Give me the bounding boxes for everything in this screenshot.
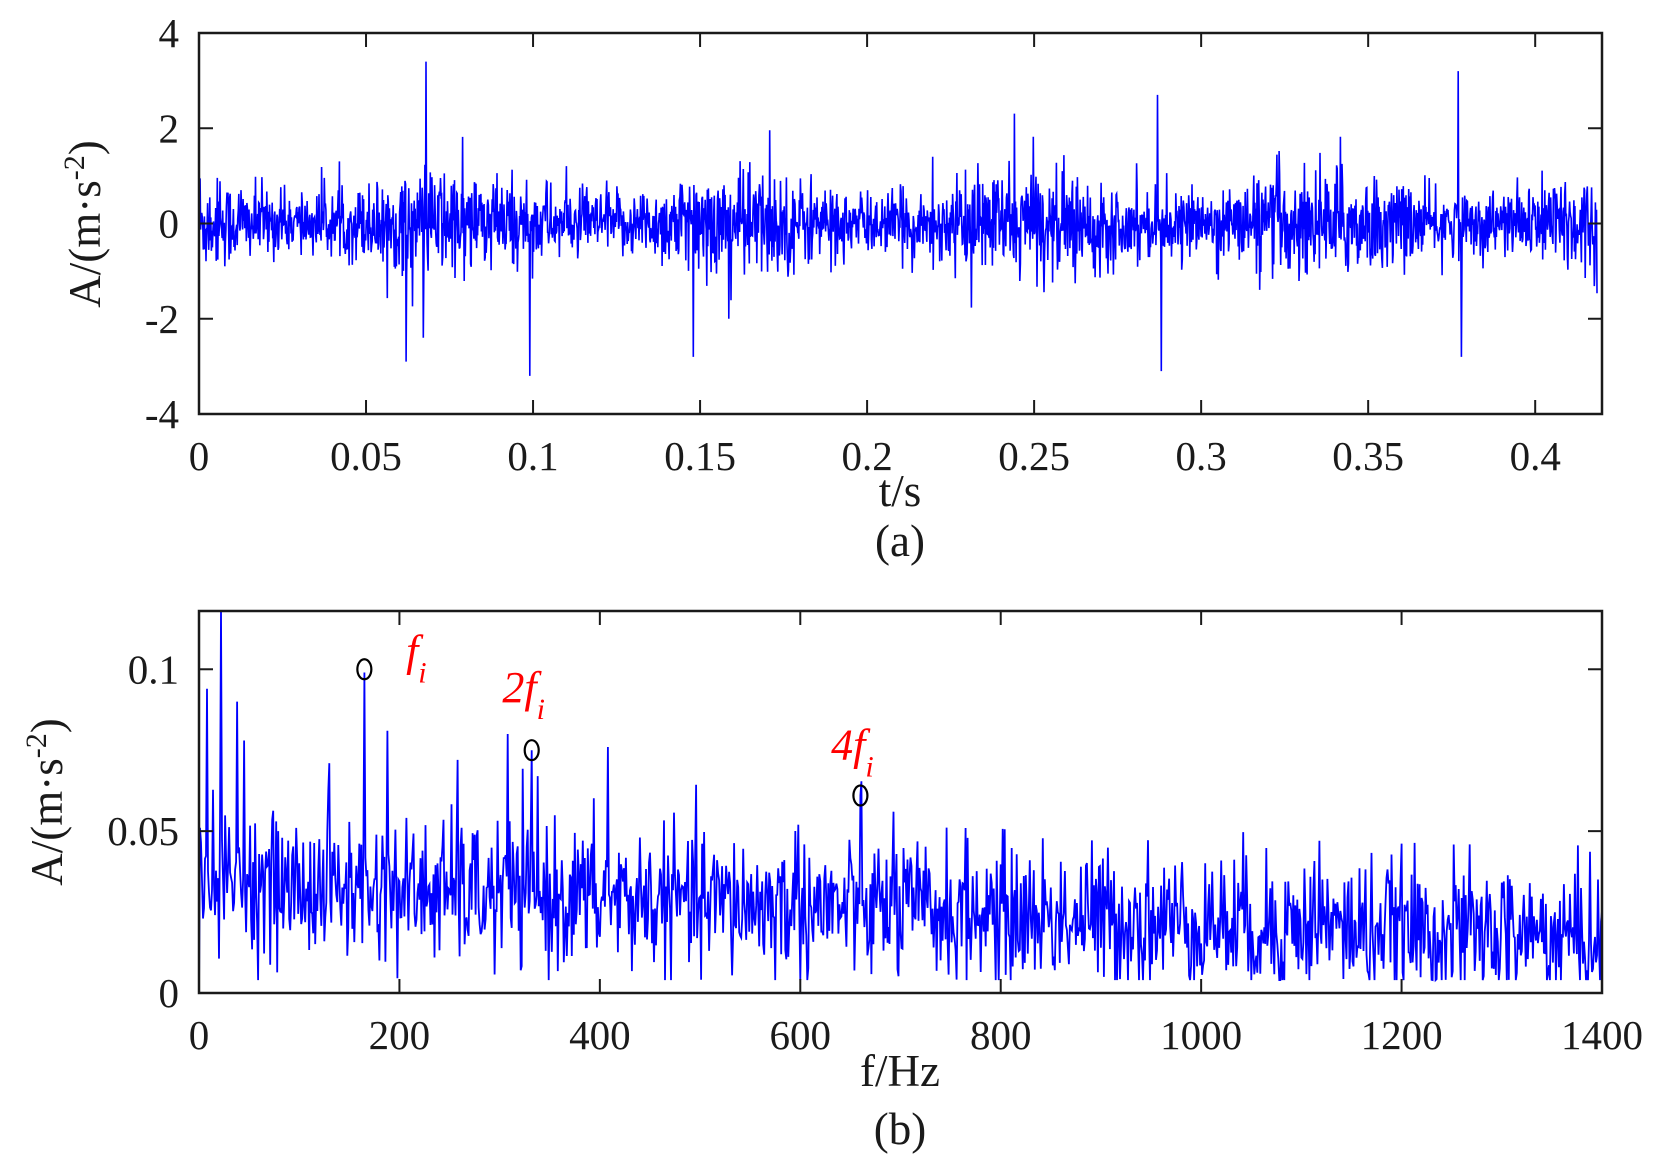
x-tick-label: 0.25 [998,433,1070,479]
y-tick-label: 0.05 [107,808,179,854]
peak-annotation-label: fi [406,626,427,689]
y-tick-label: -2 [145,296,179,342]
spectrum-y-axis-label: A/(m·s-2) [20,718,73,886]
x-tick-label: 0 [189,1012,210,1058]
spectrum-axis-ticks: 0 200 400 600 800 1000 1200 1400 0 0.05 0.1 [107,611,1643,1058]
spectrum-plot-frame [197,609,1604,995]
y-tick-label: 0.1 [128,646,179,692]
time-signal-series [198,61,1598,376]
time-axis-ticks: 0 0.05 0.1 0.15 0.2 0.25 0.3 0.35 0.4 -4 -2 0 2 4 [145,10,1602,479]
x-tick-label: 0.3 [1176,433,1227,479]
peak-annotation-label: 4fi [831,721,874,784]
spectrum-x-axis-label: f/Hz [860,1046,940,1096]
x-tick-label: 0.1 [507,433,558,479]
x-tick-label: 600 [770,1012,832,1058]
peak-marker-circle [356,658,373,681]
time-signal-plot-area [198,61,1598,376]
y-tick-label: 4 [159,10,180,56]
x-tick-label: 400 [569,1012,631,1058]
time-domain-panel: 0 0.05 0.1 0.15 0.2 0.25 0.3 0.35 0.4 -4 -2 0 2 4 t/s… [58,10,1604,566]
time-y-axis-label: A/(m·s-2) [58,140,111,308]
panel-b-caption: (b) [874,1104,926,1154]
x-tick-label: 1200 [1361,1012,1443,1058]
peak-annotation-label: 2fi [502,663,545,726]
x-tick-label: 0 [189,433,210,479]
x-tick-label: 0.2 [841,433,892,479]
time-x-axis-label: t/s [879,466,922,516]
x-tick-label: 0.35 [1332,433,1404,479]
x-tick-label: 800 [970,1012,1032,1058]
x-tick-label: 200 [369,1012,431,1058]
peak-marker-circle [523,739,540,762]
frequency-spectrum-panel: 0 200 400 600 800 1000 1200 1400 0 0.05 0.1 fi 2fi 4… [20,609,1643,1154]
spectrum-plot-area [198,610,1603,994]
x-tick-label: 0.05 [330,433,402,479]
x-tick-label: 0.4 [1510,433,1561,479]
spectrum-series [198,610,1603,994]
peak-marker-circle [852,784,869,807]
y-tick-label: -4 [145,391,179,437]
y-tick-label: 2 [159,105,180,151]
x-tick-label: 1000 [1160,1012,1242,1058]
y-tick-label: 0 [159,970,180,1016]
x-tick-label: 0.15 [664,433,736,479]
x-tick-label: 1400 [1561,1012,1643,1058]
y-tick-label: 0 [159,201,180,247]
panel-a-caption: (a) [875,516,925,566]
fault-frequency-markers: fi 2fi 4fi [356,626,874,807]
